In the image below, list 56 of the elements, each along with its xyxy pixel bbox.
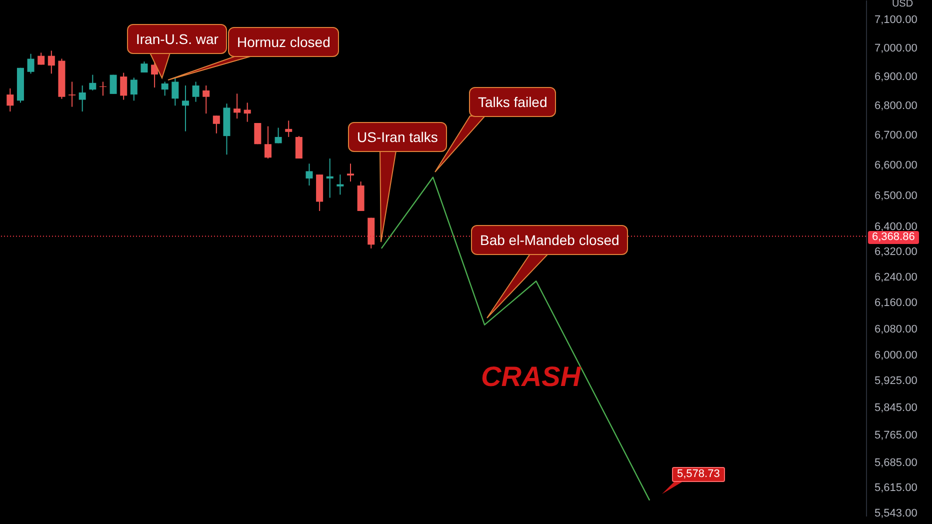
candlestick xyxy=(78,85,86,112)
y-tick-label: 5,845.00 xyxy=(874,402,918,414)
candlestick xyxy=(234,93,241,120)
candlestick xyxy=(244,102,251,122)
candlestick xyxy=(285,120,292,138)
candlestick xyxy=(326,158,334,198)
candlestick xyxy=(130,77,138,102)
annotation: Talks failed xyxy=(469,87,556,117)
candlestick xyxy=(6,88,14,112)
y-tick-label: 6,400.00 xyxy=(874,221,918,233)
candlestick xyxy=(254,122,262,145)
y-tick-label: 6,600.00 xyxy=(874,160,918,172)
candlestick xyxy=(89,74,96,91)
y-tick-label: 5,615.00 xyxy=(874,482,918,494)
candlestick xyxy=(202,85,210,114)
y-tick-label: 6,000.00 xyxy=(874,350,918,362)
candlestick xyxy=(68,81,76,108)
y-tick-label: 5,543.00 xyxy=(874,508,918,520)
candlestick xyxy=(120,72,128,100)
candlestick xyxy=(336,174,344,196)
candlestick xyxy=(192,81,200,102)
candlestick xyxy=(140,61,148,73)
candlestick xyxy=(274,127,282,144)
y-tick-label: 6,500.00 xyxy=(874,190,918,202)
candlestick xyxy=(264,126,272,160)
y-tick-label: 5,925.00 xyxy=(874,374,918,387)
y-tick-label: 5,765.00 xyxy=(874,429,918,442)
candlestick xyxy=(182,85,189,132)
candlestick xyxy=(27,53,34,74)
candlestick xyxy=(161,81,168,96)
candlestick xyxy=(110,74,117,94)
annotation: Hormuz closed xyxy=(228,27,340,57)
candlestick xyxy=(306,163,313,186)
y-tick-label: 7,100.00 xyxy=(874,14,918,26)
candlestick xyxy=(172,77,179,106)
candlestick xyxy=(295,136,302,160)
candlestick xyxy=(346,163,354,182)
candlestick xyxy=(212,115,220,134)
y-tick-label: 6,700.00 xyxy=(874,130,918,142)
y-tick-label: 6,320.00 xyxy=(874,246,918,258)
y-tick-label: 5,685.00 xyxy=(874,457,918,470)
annotation: Bab el-Mandeb closed xyxy=(471,225,628,255)
annotation: US-Iran talks xyxy=(348,122,447,152)
y-tick-label: 6,160.00 xyxy=(874,297,918,310)
annotation: 5,578.73 xyxy=(672,467,725,482)
y-tick-label: 6,080.00 xyxy=(874,323,918,336)
annotation: Iran-U.S. war xyxy=(127,24,228,54)
y-tick-label: 7,000.00 xyxy=(874,42,918,54)
candlestick xyxy=(48,50,55,74)
y-tick-label: 6,900.00 xyxy=(874,71,918,84)
line-series xyxy=(380,176,650,501)
y-tick-label: 6,800.00 xyxy=(874,100,918,112)
ref-line-label: 6,368.86 xyxy=(868,231,919,244)
candlestick xyxy=(38,52,45,66)
annotation: CRASH xyxy=(481,361,581,393)
y-tick-label: 6,240.00 xyxy=(874,271,918,284)
